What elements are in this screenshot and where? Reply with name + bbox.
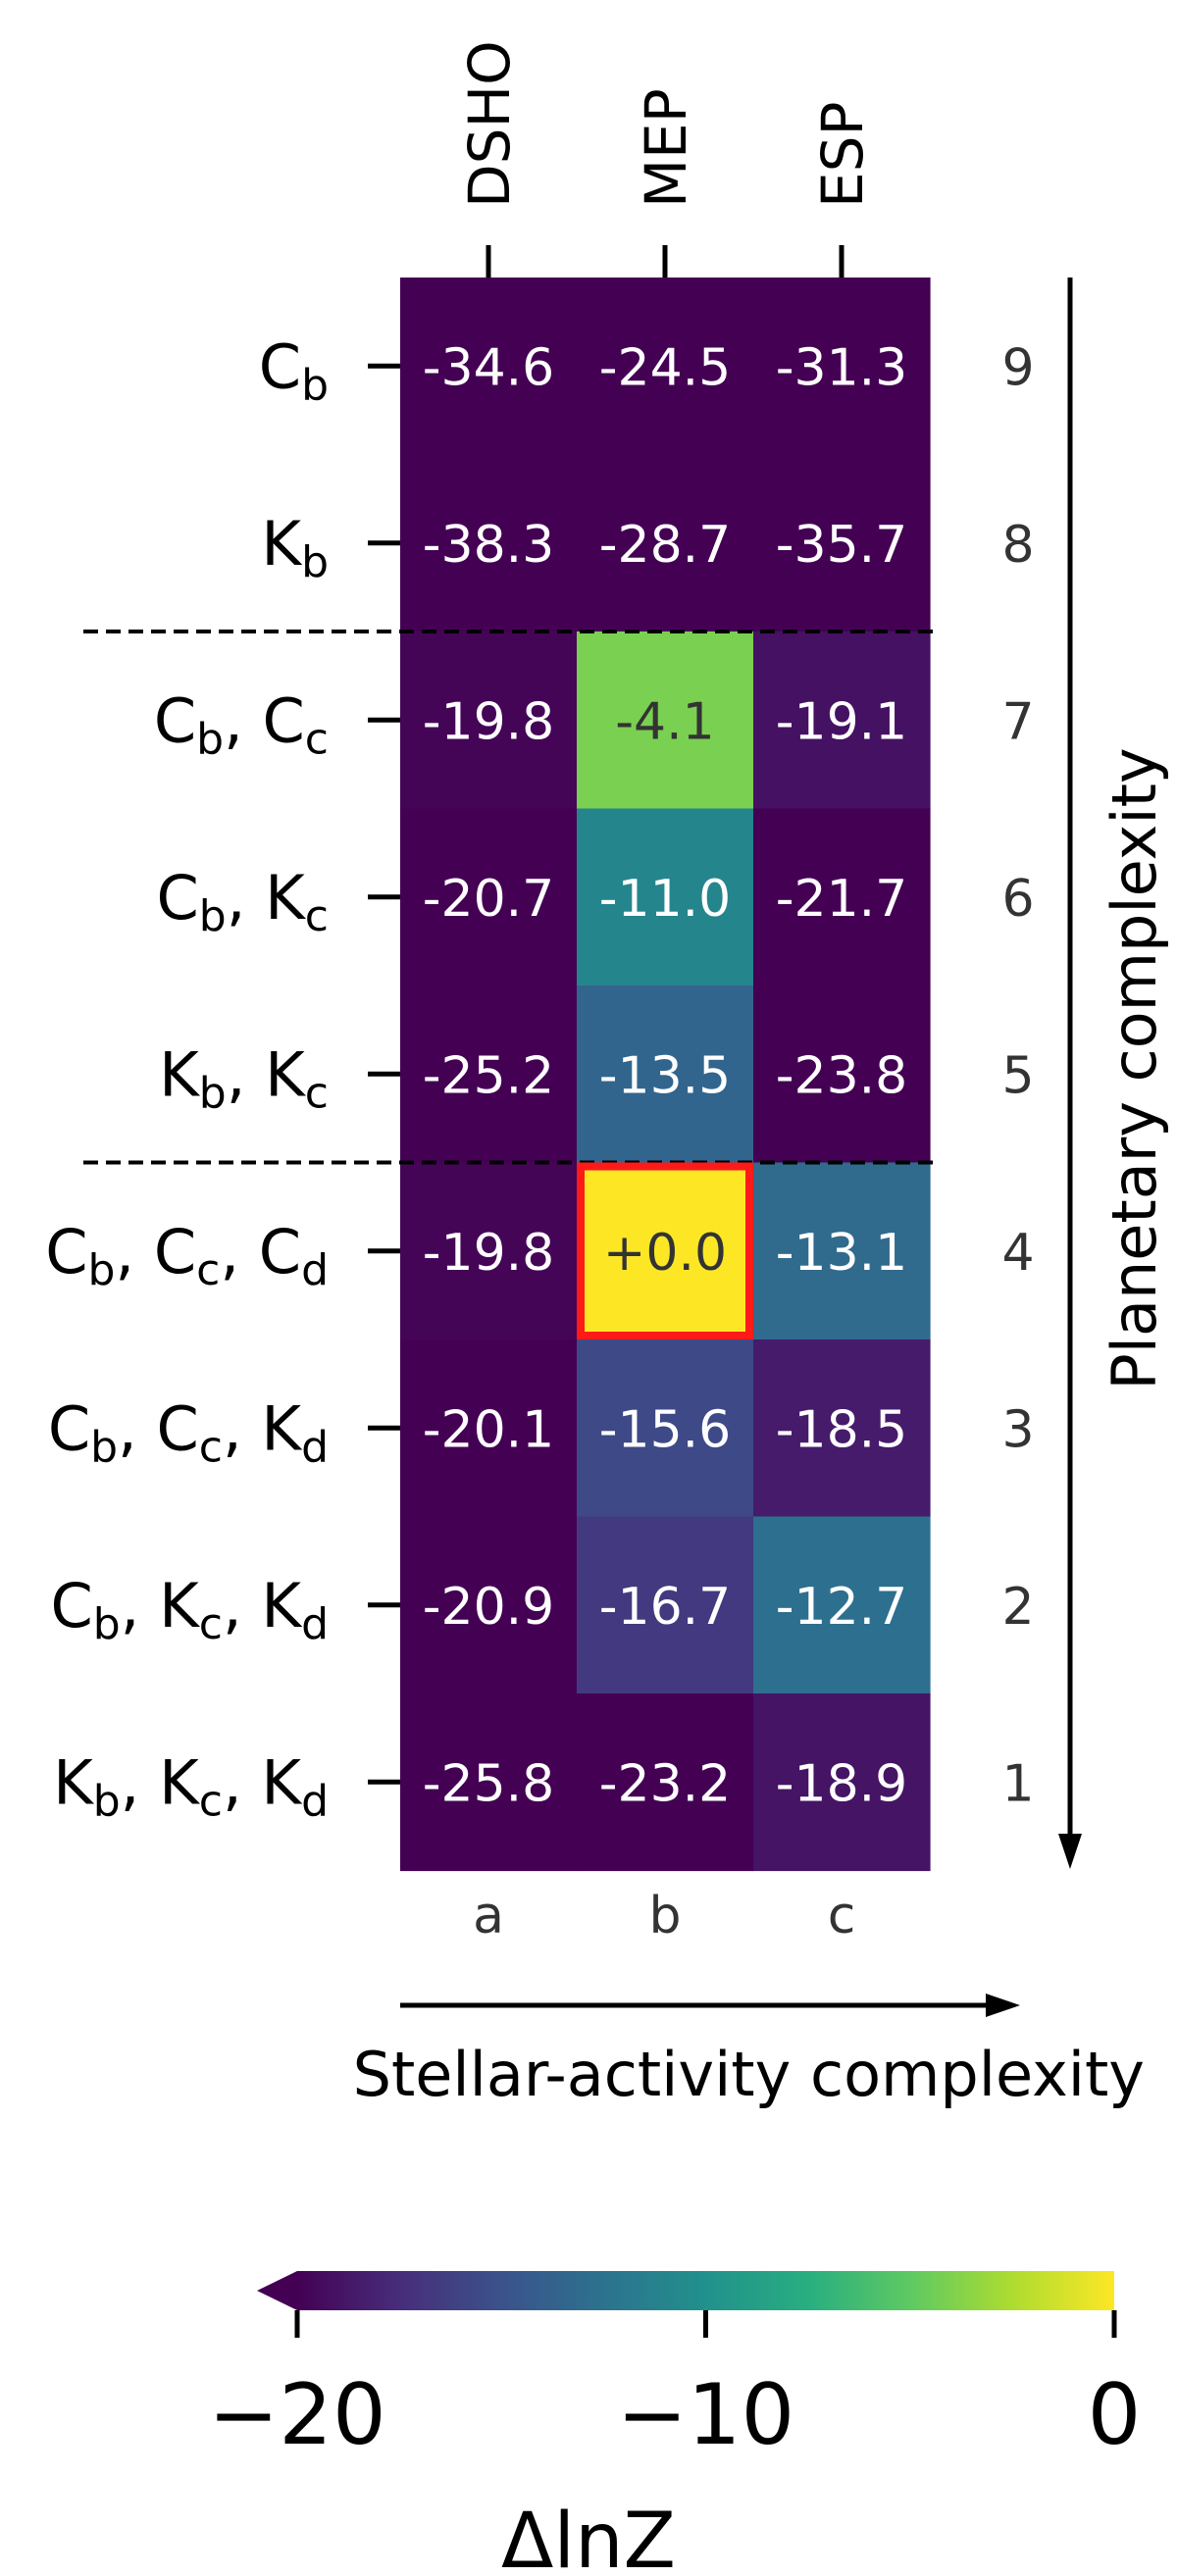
cell-value-label: -16.7 bbox=[599, 1578, 732, 1637]
column-letter: b bbox=[648, 1887, 681, 1945]
row-label: Cb​, Cc​ bbox=[154, 684, 329, 764]
cell-value-label: -19.8 bbox=[423, 1224, 555, 1283]
heatmap-cell bbox=[753, 808, 931, 986]
row-label: Cb​, Cc​, Kd​ bbox=[48, 1392, 329, 1472]
heatmap-cell bbox=[753, 1516, 931, 1694]
cell-value-label: -23.8 bbox=[776, 1046, 908, 1105]
cell-value-label: -13.1 bbox=[776, 1224, 908, 1283]
column-label: DSHO bbox=[456, 40, 523, 208]
heatmap-cell bbox=[577, 1516, 754, 1694]
row-complexity-index: 4 bbox=[1001, 1224, 1034, 1283]
row-complexity-index: 3 bbox=[1001, 1400, 1034, 1459]
row-label: Kb​ bbox=[261, 508, 329, 587]
heatmap-cell bbox=[753, 985, 931, 1164]
colorbar-extend-min bbox=[257, 2271, 297, 2310]
y-axis-title: Planetary complexity bbox=[1099, 747, 1170, 1389]
column-label: ESP bbox=[809, 102, 876, 208]
column-letter: a bbox=[473, 1887, 504, 1945]
colorbar-gradient bbox=[297, 2271, 1114, 2310]
heatmap-cell bbox=[753, 278, 931, 456]
cell-value-label: -11.0 bbox=[599, 870, 732, 929]
heatmap-cell bbox=[577, 631, 754, 810]
row-label: Cb​, Cc​, Cd​ bbox=[45, 1216, 329, 1295]
heatmap-cell bbox=[577, 1339, 754, 1518]
heatmap-cell bbox=[400, 1339, 578, 1518]
group-separators bbox=[83, 630, 940, 1165]
row-complexity-index: 5 bbox=[1001, 1046, 1034, 1105]
heatmap-cell bbox=[577, 278, 754, 456]
cell-value-label: -20.9 bbox=[423, 1578, 555, 1637]
row-complexity-index: 2 bbox=[1001, 1578, 1034, 1637]
cell-value-label: -4.1 bbox=[615, 692, 714, 751]
row-label: Kb​, Kc​, Kd​ bbox=[53, 1746, 329, 1826]
cell-value-label: -25.2 bbox=[423, 1046, 555, 1105]
heatmap-cell bbox=[577, 454, 754, 632]
row-label: Cb​ bbox=[259, 330, 329, 410]
heatmap-cell bbox=[753, 1339, 931, 1518]
row-complexity-index: 7 bbox=[1001, 692, 1034, 751]
cell-value-label: -35.7 bbox=[776, 516, 908, 575]
cell-value-label: -13.5 bbox=[599, 1046, 732, 1105]
x-axis-title: Stellar-activity complexity bbox=[353, 2039, 1145, 2110]
cell-value-label: -25.8 bbox=[423, 1754, 555, 1813]
row-complexity-index: 1 bbox=[1001, 1754, 1034, 1813]
column-labels: DSHO a MEP b ESP c bbox=[456, 40, 876, 1945]
colorbar-tick-label: 0 bbox=[1088, 2366, 1142, 2464]
heatmap-cell bbox=[577, 808, 754, 986]
heatmap-cell bbox=[753, 454, 931, 632]
cell-value-label: +0.0 bbox=[603, 1224, 727, 1283]
cell-value-label: -12.7 bbox=[776, 1578, 908, 1637]
cell-value-label: -20.7 bbox=[423, 870, 555, 929]
cell-value-label: -34.6 bbox=[423, 338, 555, 397]
heatmap-cell bbox=[400, 808, 578, 986]
heatmap-cell bbox=[400, 985, 578, 1164]
row-label: Cb​, Kc​, Kd​ bbox=[50, 1570, 329, 1649]
heatmap-cell bbox=[753, 1693, 931, 1872]
cell-value-label: -21.7 bbox=[776, 870, 908, 929]
row-complexity-index: 9 bbox=[1001, 338, 1034, 397]
row-label: Cb​, Kc​ bbox=[156, 862, 329, 941]
cell-value-label: -20.1 bbox=[423, 1400, 555, 1459]
highlight-outline bbox=[577, 1162, 753, 1339]
colorbar-tick-label: −10 bbox=[617, 2366, 795, 2464]
cell-value-label: -18.9 bbox=[776, 1754, 908, 1813]
cell-value-label: -19.1 bbox=[776, 692, 908, 751]
row-complexity-index: 6 bbox=[1001, 870, 1034, 929]
heatmap-cell bbox=[400, 454, 578, 632]
cell-value-label: -24.5 bbox=[599, 338, 732, 397]
heatmap-cell bbox=[577, 985, 754, 1164]
x-arrow-head bbox=[986, 1994, 1020, 2017]
colorbar: −20 −10 0 ΔlnZ bbox=[208, 2271, 1141, 2576]
cell-value-label: -38.3 bbox=[423, 516, 555, 575]
highlight-layer bbox=[577, 1162, 753, 1339]
heatmap-cell bbox=[753, 631, 931, 810]
row-complexity-index: 8 bbox=[1001, 516, 1034, 575]
cell-value-label: -15.6 bbox=[599, 1400, 732, 1459]
row-label: Kb​, Kc​ bbox=[159, 1038, 329, 1118]
colorbar-tick-label: −20 bbox=[208, 2366, 386, 2464]
cell-value-label: -23.2 bbox=[599, 1754, 732, 1813]
heatmap-cell bbox=[400, 1693, 578, 1872]
cell-value-label: -28.7 bbox=[599, 516, 732, 575]
cell-value-label: -18.5 bbox=[776, 1400, 908, 1459]
heatmap-cell bbox=[400, 278, 578, 456]
heatmap-cell bbox=[577, 1693, 754, 1872]
column-letter: c bbox=[828, 1887, 856, 1945]
axis-arrows: Stellar-activity complexity Planetary com… bbox=[353, 278, 1170, 2110]
heatmap-cell bbox=[400, 1516, 578, 1694]
row-labels: Cb​ 9 Kb​ 8 Cb​, Cc​ 7 Cb​, Kc​ 6 Kb​, Kc​ 5 Cb​, … bbox=[45, 330, 1034, 1826]
colorbar-label: ΔlnZ bbox=[501, 2498, 676, 2576]
y-arrow-head bbox=[1058, 1834, 1082, 1869]
cell-value-label: -19.8 bbox=[423, 692, 555, 751]
heatmap-cell bbox=[753, 1162, 931, 1340]
heatmap-cell bbox=[400, 631, 578, 810]
heatmap-cell bbox=[577, 1162, 754, 1340]
cell-value-label: -31.3 bbox=[776, 338, 908, 397]
column-label: MEP bbox=[633, 88, 699, 208]
heatmap-cell bbox=[400, 1162, 578, 1340]
heatmap-cells: -34.6 -24.5 -31.3 -38.3 -28.7 -35.7 -19.8 -4.1 -… bbox=[400, 278, 931, 1872]
